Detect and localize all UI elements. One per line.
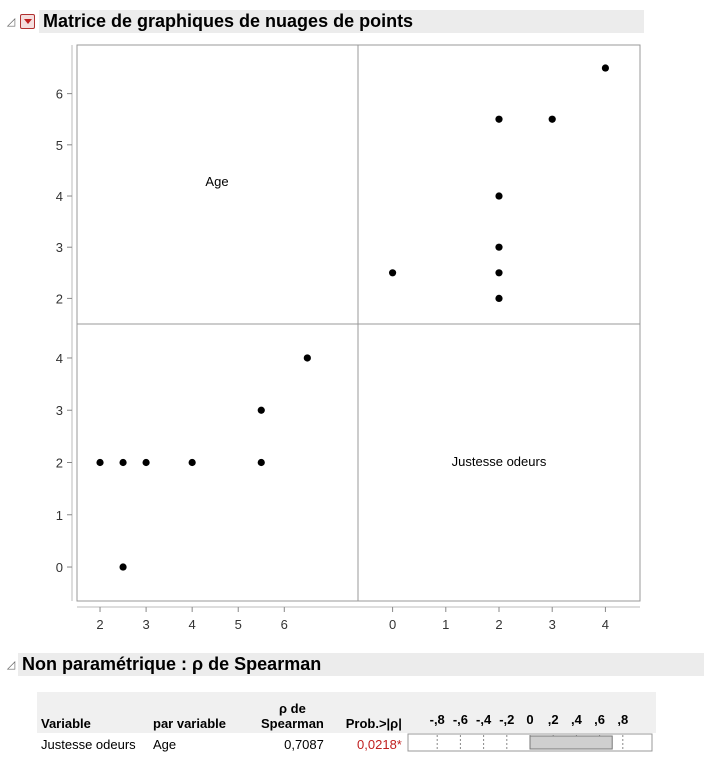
scatter-point-justesse-vs-age[interactable] [495,115,503,123]
cell-rho: 0,7087 [284,736,324,752]
x-tick-label-age: 3 [142,617,149,632]
spearman-table-container: Variable par variable ρ de Spearman Prob… [37,692,705,760]
scatter-point-justesse-vs-age[interactable] [548,115,556,123]
y-tick-label-bottom: 0 [56,560,63,575]
bar-scale-label: ,6 [594,712,605,727]
spearman-title: Non paramétrique : ρ de Spearman [18,652,704,676]
x-tick-label-age: 6 [281,617,288,632]
scatter-point-age-vs-justesse[interactable] [96,458,104,467]
y-tick-label-top: 6 [56,87,63,102]
col-header-variable[interactable]: Variable [37,692,149,733]
cell-prob: 0,0218* [357,736,402,752]
collapse-triangle-icon[interactable]: ◿ [6,14,16,28]
y-tick-label-bottom: 3 [56,403,63,418]
bar-scale-axis: -,8 -,6 -,4 -,2 0 ,2 ,4 ,6 ,8 [429,712,628,727]
bar-scale-label: 0 [526,712,533,727]
collapse-triangle-icon[interactable]: ◿ [6,657,16,671]
bar-scale-label: -,2 [499,712,514,727]
col-header-bar-scale: -,8 -,6 -,4 -,2 0 ,2 ,4 ,6 ,8 [405,692,656,733]
scatter-point-justesse-vs-age[interactable] [495,269,503,277]
scatter-point-age-vs-justesse[interactable] [119,458,127,467]
x-tick-label-justesse: 0 [389,617,396,632]
x-tick-label-justesse: 1 [442,617,449,632]
bar-scale-label: ,2 [548,712,559,727]
spearman-header: ◿ Non paramétrique : ρ de Spearman [4,652,704,676]
scatter-point-justesse-vs-age[interactable] [495,192,503,200]
bar-scale-label: -,4 [476,712,492,727]
y-tick-label-bottom: 2 [56,456,63,471]
col-header-prob[interactable]: Prob.>|ρ| [327,692,406,733]
x-tick-label-justesse: 4 [602,617,609,632]
scatter-point-justesse-vs-age[interactable] [495,294,503,303]
bar-scale-label: ,8 [617,712,628,727]
bar-scale-label: -,6 [453,712,468,727]
scatter-matrix-title: Matrice de graphiques de nuages de point… [39,9,644,33]
y-tick-label-top: 3 [56,240,63,255]
y-tick-label-top: 4 [56,189,63,204]
scatter-point-justesse-vs-age[interactable] [495,243,503,251]
table-row[interactable]: Justesse odeurs Age 0,7087 0,0218* [37,733,656,755]
scatter-point-age-vs-justesse[interactable] [303,354,311,362]
scatterplot-matrix[interactable]: 2 3 4 5 6 0 1 2 3 4 2 3 4 5 6 0 1 2 3 4 Age Justesse odeurs [0,35,707,650]
scatter-point-justesse-vs-age[interactable] [388,269,397,277]
y-tick-label-top: 5 [56,138,63,153]
scatter-point-justesse-vs-age[interactable] [601,64,610,72]
red-triangle-menu-icon[interactable] [20,13,35,29]
cell-par-variable: Age [153,736,177,752]
col-header-rho[interactable]: ρ de Spearman [257,692,328,733]
diagonal-label-age: Age [205,174,228,189]
y-tick-label-bottom: 1 [56,508,63,523]
cell-rho-bar [406,733,656,755]
scatter-point-age-vs-justesse[interactable] [142,458,150,467]
scatter-point-age-vs-justesse[interactable] [257,406,265,414]
diagonal-label-justesse-odeurs: Justesse odeurs [452,454,547,469]
rho-bar-chart [407,733,653,752]
bar-scale-label: -,8 [429,712,444,727]
x-tick-label-age: 4 [189,617,196,632]
bar-scale-label: ,4 [571,712,583,727]
y-tick-label-bottom: 4 [56,351,63,366]
scatter-point-age-vs-justesse[interactable] [188,458,196,467]
x-tick-label-age: 5 [235,617,242,632]
y-tick-label-top: 2 [56,291,63,306]
x-tick-label-justesse: 2 [495,617,502,632]
col-header-par-variable[interactable]: par variable [149,692,257,733]
scatter-point-age-vs-justesse[interactable] [257,458,265,467]
spearman-table: Variable par variable ρ de Spearman Prob… [37,692,656,755]
scatter-point-age-vs-justesse[interactable] [119,563,127,571]
scatter-matrix-header: ◿ Matrice de graphiques de nuages de poi… [4,9,644,33]
cell-variable: Justesse odeurs [41,736,136,752]
rho-header-line2: Spearman [261,716,324,731]
x-tick-label-age: 2 [96,617,103,632]
rho-bar [529,735,613,750]
table-header-row: Variable par variable ρ de Spearman Prob… [37,692,656,733]
x-tick-label-justesse: 3 [549,617,556,632]
rho-header-line1: ρ de [279,701,306,716]
